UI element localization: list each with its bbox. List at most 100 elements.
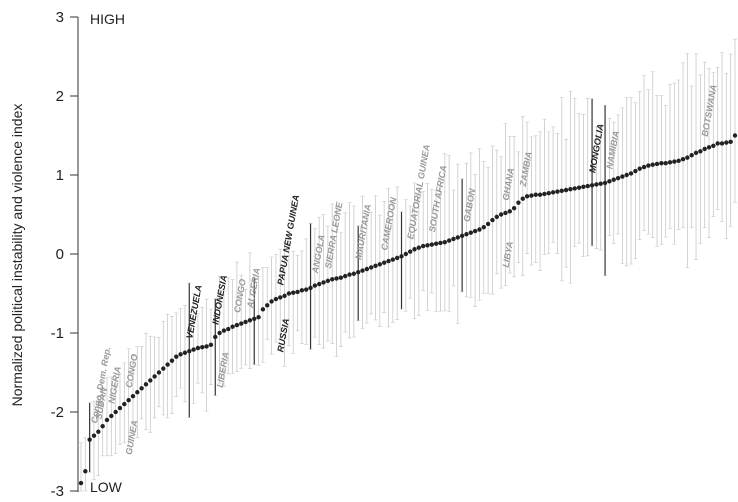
data-point xyxy=(533,192,538,197)
data-point xyxy=(91,433,97,438)
data-point xyxy=(161,366,166,371)
data-point xyxy=(217,330,222,336)
data-point xyxy=(498,212,504,217)
data-point xyxy=(347,272,352,277)
data-point xyxy=(403,251,409,257)
y-tick-label: -2 xyxy=(51,404,64,421)
y-tick-label: 1 xyxy=(56,167,64,184)
data-point xyxy=(83,469,88,474)
data-point xyxy=(667,160,673,165)
data-point xyxy=(680,157,686,162)
data-point xyxy=(641,164,647,170)
high-label: HIGH xyxy=(90,11,125,27)
data-point xyxy=(143,382,149,387)
data-point xyxy=(546,190,551,196)
data-point xyxy=(182,350,188,355)
data-point xyxy=(104,417,110,423)
data-point xyxy=(568,187,573,192)
data-point xyxy=(148,378,153,383)
y-tick-label: -1 xyxy=(51,325,64,342)
data-point xyxy=(247,318,253,323)
data-point xyxy=(243,319,248,325)
data-point xyxy=(659,160,664,166)
data-point xyxy=(394,255,400,261)
data-point xyxy=(156,370,162,375)
data-point xyxy=(611,177,616,182)
data-point xyxy=(563,187,569,193)
data-point xyxy=(490,217,495,223)
data-point xyxy=(576,185,582,190)
data-point xyxy=(299,288,305,293)
country-label: ANGOLA xyxy=(310,234,327,275)
data-point xyxy=(676,158,681,163)
data-point xyxy=(200,345,205,350)
data-point xyxy=(368,265,374,270)
data-point xyxy=(425,243,430,248)
data-point xyxy=(715,141,720,146)
country-label: SOUTH AFRICA xyxy=(427,164,449,232)
data-point xyxy=(581,184,586,190)
data-point xyxy=(685,155,690,160)
data-point xyxy=(360,268,365,273)
country-label: MAURITANIA xyxy=(353,203,373,260)
data-point xyxy=(308,285,313,291)
data-point xyxy=(511,205,517,211)
data-point xyxy=(663,160,668,166)
data-point xyxy=(494,214,499,220)
data-point xyxy=(628,171,634,176)
data-point xyxy=(615,175,621,181)
data-point xyxy=(230,324,235,329)
data-point xyxy=(390,257,396,262)
data-point xyxy=(351,271,357,276)
data-point xyxy=(355,269,361,275)
data-point xyxy=(239,321,244,326)
data-point xyxy=(130,394,136,399)
data-point xyxy=(585,183,590,189)
data-point xyxy=(420,243,426,249)
data-point xyxy=(330,277,335,282)
y-tick-label: -3 xyxy=(51,483,64,500)
data-point xyxy=(624,172,629,178)
data-point xyxy=(174,354,179,359)
country-label: ALGERIA xyxy=(245,267,262,310)
data-point xyxy=(265,303,270,308)
data-point xyxy=(169,358,175,363)
data-point xyxy=(429,242,435,247)
data-point xyxy=(572,186,577,191)
data-point xyxy=(407,249,413,254)
y-tick-label: 0 xyxy=(56,246,64,263)
data-point xyxy=(589,183,595,188)
data-point xyxy=(364,266,370,272)
data-point xyxy=(503,210,508,216)
data-point xyxy=(117,405,123,411)
data-point xyxy=(304,287,309,292)
data-point xyxy=(195,345,201,351)
data-point xyxy=(472,228,478,234)
data-point xyxy=(464,232,469,237)
data-point xyxy=(633,168,638,174)
data-point xyxy=(598,181,603,186)
data-point xyxy=(165,362,170,367)
data-point xyxy=(226,326,231,332)
data-point xyxy=(529,193,534,198)
data-point xyxy=(455,235,461,240)
data-point xyxy=(698,149,703,154)
data-point xyxy=(719,141,725,146)
data-point xyxy=(178,352,183,357)
data-point xyxy=(377,262,383,267)
data-point xyxy=(191,347,196,352)
data-point xyxy=(269,299,274,304)
data-point xyxy=(399,254,404,259)
data-point xyxy=(221,328,227,333)
data-point xyxy=(520,196,525,201)
data-point xyxy=(122,401,127,407)
data-points xyxy=(78,133,738,486)
country-label: VENEZUELA xyxy=(184,284,203,339)
low-label: LOW xyxy=(90,479,123,495)
data-point xyxy=(433,241,439,246)
data-point xyxy=(256,315,261,320)
data-point xyxy=(689,153,694,158)
